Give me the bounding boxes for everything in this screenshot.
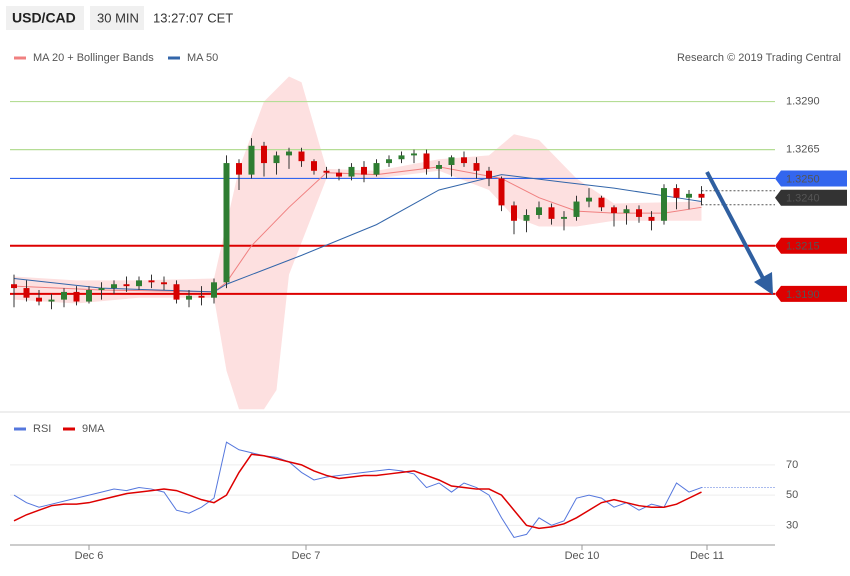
candle-body (373, 163, 380, 175)
candle-body (311, 161, 317, 171)
bollinger-band (14, 76, 702, 410)
candle-body (111, 284, 117, 289)
rsi-tick-label: 50 (786, 489, 798, 501)
legend-label: MA 20 + Bollinger Bands (33, 52, 154, 64)
candle-body (61, 291, 67, 300)
level-label-box (775, 237, 847, 254)
candle-body (448, 157, 455, 165)
candle-body (11, 284, 17, 289)
moving-average (13, 174, 702, 293)
candle-body (611, 207, 617, 214)
level-label: 1.3290 (786, 95, 820, 107)
candle-body (523, 215, 530, 221)
level-label: 1.3190 (786, 289, 820, 301)
candle-body (86, 290, 92, 302)
candle-body (511, 205, 517, 221)
last-price-box (775, 189, 847, 206)
candle-body (336, 172, 342, 177)
x-tick-label: Dec 6 (75, 550, 104, 562)
candle-body (686, 193, 692, 198)
candle-body (473, 163, 480, 171)
candle-body (648, 216, 655, 221)
time: 13:27:07 CET (153, 10, 233, 25)
candle-body (361, 166, 367, 175)
rsi-tick-label: 70 (786, 459, 798, 471)
candle-body (411, 153, 417, 156)
forecast-arrow (705, 171, 768, 285)
candle-body (198, 295, 205, 298)
candle-body (661, 188, 667, 221)
rsi-tick-label: 30 (786, 519, 798, 531)
candle-body (286, 151, 292, 156)
candle-body (386, 159, 392, 164)
x-tick-label: Dec 10 (565, 550, 600, 562)
timeframe: 30 MIN (97, 10, 139, 25)
rsi-line (13, 441, 702, 539)
candle-body (123, 284, 130, 287)
candle-body (398, 155, 405, 160)
level-label-box (775, 285, 847, 302)
candle-body (223, 163, 230, 283)
candle-body (73, 291, 80, 302)
candle-body (261, 145, 267, 164)
symbol: USD/CAD (12, 10, 76, 26)
level-label: 1.3250 (786, 173, 820, 185)
candle-body (498, 178, 505, 206)
credit: Research © 2019 Trading Central (677, 52, 841, 64)
rsi-line (13, 453, 702, 530)
candle-body (561, 216, 567, 219)
candle-body (273, 155, 280, 164)
candle-body (298, 151, 305, 162)
candle-body (236, 163, 242, 175)
candle-body (586, 197, 592, 202)
candle-body (536, 207, 542, 215)
candle-body (248, 145, 255, 175)
candle-body (148, 280, 155, 283)
last-price-label: 1.3240 (786, 193, 820, 205)
candle-body (436, 165, 442, 169)
candle-body (348, 166, 355, 177)
candle-body (486, 170, 492, 179)
level-label: 1.3215 (786, 241, 820, 253)
legend-label: RSI (33, 423, 51, 435)
candle-body (323, 170, 330, 173)
level-label-box (775, 170, 847, 187)
candle-body (548, 207, 555, 219)
candle-body (698, 193, 705, 198)
legend-label: 9MA (82, 423, 105, 435)
legend-label: MA 50 (187, 52, 218, 64)
candle-body (211, 282, 217, 298)
candle-body (23, 288, 30, 298)
level-label: 1.3265 (786, 144, 820, 156)
candle-body (623, 209, 630, 214)
candle-body (573, 201, 580, 217)
candle-body (673, 188, 680, 198)
candle-body (423, 153, 430, 169)
candle-body (186, 295, 192, 300)
symbol-box (6, 6, 84, 30)
candle-body (636, 209, 642, 217)
x-tick-label: Dec 11 (690, 550, 724, 562)
candle-body (173, 284, 180, 300)
timeframe-box (90, 6, 144, 30)
candle-body (48, 299, 55, 302)
forecast-arrowhead (754, 272, 773, 295)
candle-body (136, 280, 142, 287)
candle-body (36, 297, 42, 302)
candle-body (461, 157, 467, 164)
x-tick-label: Dec 7 (292, 550, 321, 562)
candle-body (161, 282, 167, 285)
candle-body (598, 197, 605, 208)
candle-body (98, 288, 105, 290)
